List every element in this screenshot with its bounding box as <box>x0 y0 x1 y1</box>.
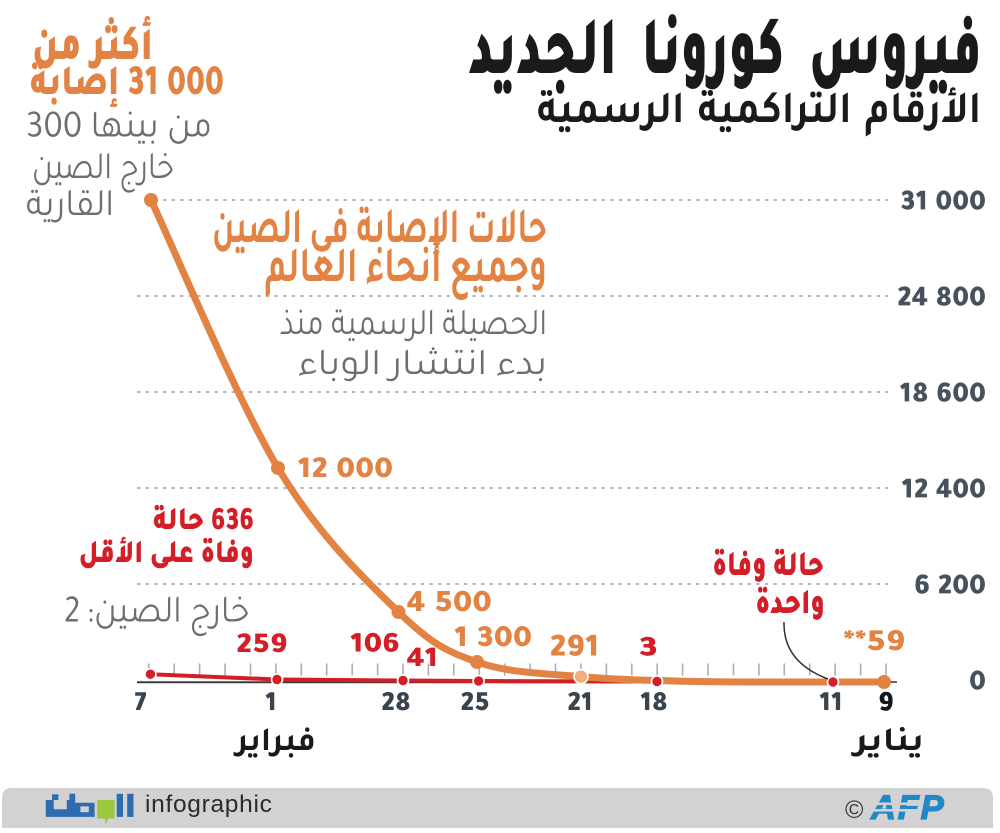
svg-text:©: © <box>845 796 864 824</box>
svg-text:AFP: AFP <box>870 789 945 827</box>
svg-text:infographic: infographic <box>145 791 273 818</box>
